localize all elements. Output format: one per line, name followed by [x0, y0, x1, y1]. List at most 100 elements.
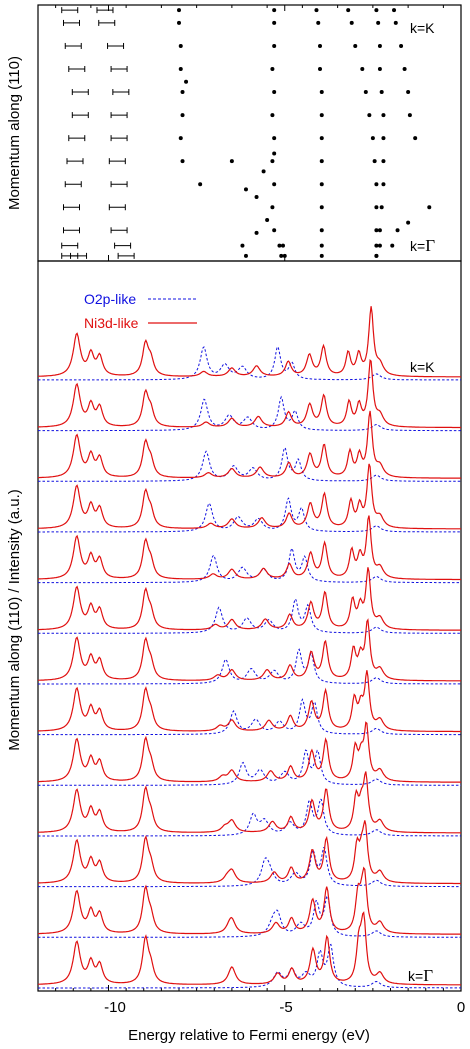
bottom-y-axis-label: Momentum along (110) / Intensity (a.u.)	[6, 489, 23, 751]
data-point	[377, 228, 382, 233]
data-point	[254, 195, 259, 199]
top-panel-points	[177, 8, 432, 258]
x-tick-label: -5	[279, 999, 292, 1016]
data-point	[316, 20, 321, 25]
data-point	[178, 43, 183, 48]
ni3d-curve	[37, 911, 461, 986]
data-point	[374, 253, 379, 258]
data-point	[319, 159, 324, 164]
data-point	[243, 253, 248, 258]
top-kK-label: k=K	[410, 20, 435, 36]
top-panel-ticks	[55, 5, 462, 261]
data-point	[319, 136, 324, 141]
o2p-curve	[38, 648, 461, 685]
top-y-axis-label: Momentum along (110)	[6, 56, 23, 210]
data-point	[379, 90, 384, 95]
ni3d-curve	[37, 618, 461, 682]
data-point	[279, 253, 284, 258]
bottom-kK-label: k=K	[410, 359, 435, 375]
data-point	[240, 243, 245, 248]
top-kGamma-label: k=Γ	[410, 236, 435, 255]
legend-ni3d-label: Ni3d-like	[84, 315, 139, 331]
ni3d-curve	[37, 306, 461, 378]
data-point	[413, 136, 418, 141]
o2p-curve	[38, 943, 461, 989]
data-point	[319, 113, 324, 118]
ni3d-curve	[38, 670, 461, 733]
ni3d-curve	[37, 771, 461, 834]
x-tick-label: -10	[104, 999, 126, 1016]
data-point	[377, 67, 382, 71]
data-point	[399, 43, 404, 48]
data-point	[402, 67, 407, 71]
data-point	[395, 228, 400, 233]
data-point	[270, 159, 275, 164]
data-point	[280, 243, 285, 248]
data-point	[265, 218, 270, 223]
data-point	[427, 205, 432, 210]
data-point	[319, 253, 324, 258]
data-point	[374, 8, 379, 13]
data-point	[319, 243, 324, 248]
data-point	[374, 182, 379, 187]
data-point	[272, 228, 277, 233]
data-point	[270, 67, 275, 71]
data-point	[390, 243, 395, 248]
bottom-kGamma-label: k=Γ	[408, 966, 433, 985]
data-point	[272, 136, 277, 141]
data-point	[406, 220, 411, 225]
data-point	[374, 228, 379, 233]
data-point	[319, 228, 324, 233]
data-point	[370, 136, 375, 141]
ni3d-curve	[38, 359, 461, 429]
data-point	[272, 90, 277, 95]
data-point	[349, 20, 354, 25]
data-point	[406, 90, 411, 95]
data-point	[177, 8, 181, 13]
data-point	[346, 8, 351, 13]
data-point	[377, 43, 382, 48]
ni3d-curve	[38, 721, 461, 783]
data-point	[393, 20, 398, 25]
data-point	[377, 243, 382, 248]
top-panel-errorbars	[61, 7, 135, 259]
data-point	[318, 43, 322, 48]
data-point	[180, 159, 185, 164]
data-point	[319, 205, 324, 210]
data-point	[178, 136, 183, 141]
data-point	[374, 205, 379, 210]
data-point	[272, 20, 277, 25]
data-point	[243, 187, 248, 192]
ni3d-curve	[37, 463, 461, 530]
data-point	[270, 113, 275, 118]
o2p-curve	[38, 345, 461, 381]
data-point	[180, 113, 185, 118]
data-point	[353, 43, 358, 48]
data-point	[372, 159, 377, 164]
data-point	[272, 151, 277, 156]
o2p-curve	[38, 847, 461, 888]
spectra-curves	[37, 306, 462, 989]
top-panel-frame	[37, 4, 462, 262]
data-point	[363, 90, 368, 95]
data-point	[381, 136, 386, 141]
ni3d-curve	[38, 820, 461, 885]
data-point	[374, 243, 379, 248]
data-point	[367, 113, 372, 118]
data-point	[381, 182, 386, 187]
data-point	[360, 67, 365, 71]
data-point	[180, 90, 185, 95]
data-point	[319, 90, 324, 95]
ni3d-curve	[38, 567, 461, 631]
o2p-curve	[38, 547, 461, 584]
data-point	[379, 205, 384, 210]
legend-o2p-label: O2p-like	[84, 291, 136, 307]
o2p-curve	[38, 598, 461, 634]
data-point	[407, 113, 412, 118]
ni3d-curve	[38, 866, 461, 935]
data-point	[277, 243, 282, 248]
o2p-curve	[38, 895, 461, 938]
data-point	[198, 182, 203, 187]
data-point	[318, 67, 322, 71]
data-point	[254, 230, 259, 235]
